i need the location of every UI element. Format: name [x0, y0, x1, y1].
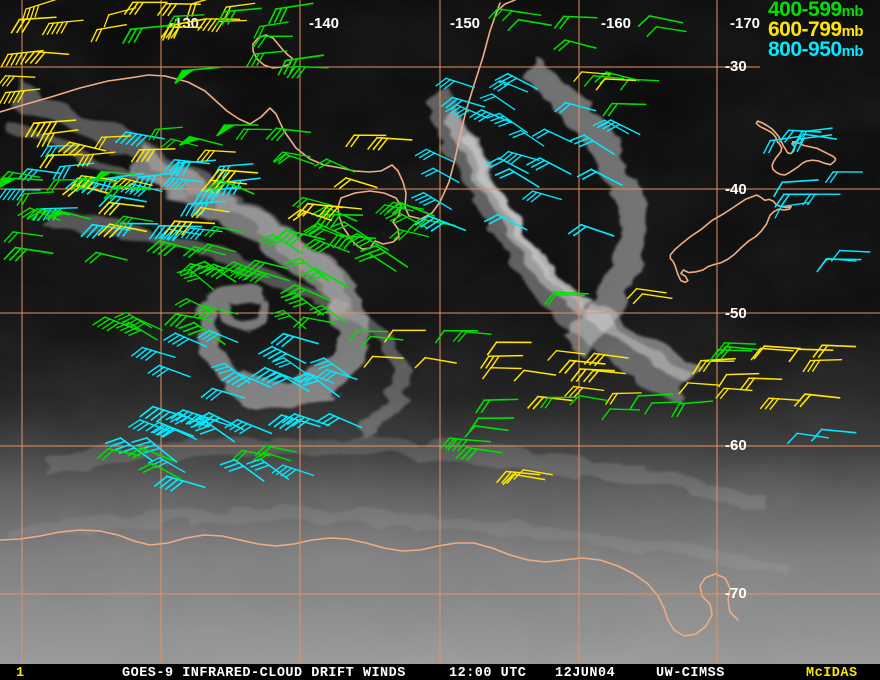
svg-text:1: 1	[16, 666, 24, 680]
svg-text:-50: -50	[725, 305, 747, 322]
svg-text:-60: -60	[725, 437, 747, 454]
svg-text:McIDAS: McIDAS	[806, 666, 858, 680]
svg-text:GOES-9 INFRARED-CLOUD DRIFT WI: GOES-9 INFRARED-CLOUD DRIFT WINDS	[122, 666, 406, 680]
svg-text:-30: -30	[725, 58, 747, 75]
svg-text:-170: -170	[730, 15, 760, 32]
svg-text:-150: -150	[450, 15, 480, 32]
svg-text:UW-CIMSS: UW-CIMSS	[656, 666, 725, 680]
svg-text:12:00 UTC: 12:00 UTC	[449, 666, 526, 680]
svg-text:-70: -70	[725, 585, 747, 602]
svg-text:-140: -140	[309, 15, 339, 32]
svg-text:12JUN04: 12JUN04	[555, 666, 615, 680]
svg-text:-160: -160	[601, 15, 631, 32]
svg-text:-40: -40	[725, 181, 747, 198]
